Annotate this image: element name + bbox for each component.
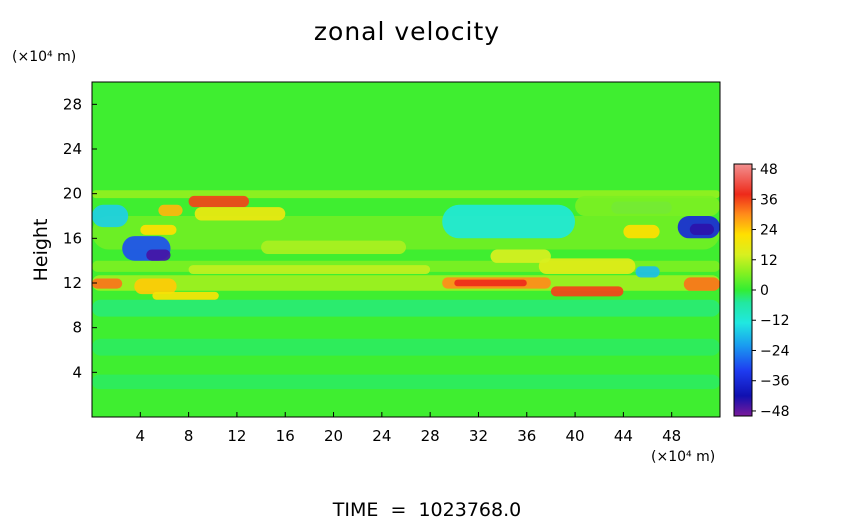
heatmap-cell [550,286,624,297]
colorbar-tick-label: 48 [760,162,778,178]
heatmap-cell [454,279,527,287]
y-tick-label: 4 [72,363,82,381]
heatmap-plot-area [91,81,721,418]
x-tick-label: 44 [614,427,633,445]
x-tick-label: 20 [324,427,343,445]
y-tick-label: 24 [63,140,82,158]
colorbar-tick-label: −12 [760,313,790,329]
x-tick-label: 4 [136,427,146,445]
y-axis-unit: (×10⁴ m) [12,49,76,65]
heatmap-cell [623,224,660,239]
heatmap-cell [188,265,431,274]
heatmap-cell [635,266,660,278]
heatmap-cell [92,190,720,199]
heatmap-cell [134,278,177,295]
heatmap-cell [92,278,123,289]
heatmap-cell [538,258,636,274]
x-tick-label: 28 [421,427,440,445]
x-tick-label: 40 [566,427,585,445]
colorbar-tick-label: −24 [760,343,790,359]
heatmap-cell [158,204,183,216]
colorbar-tick-label: 12 [760,253,778,269]
x-tick-label: 12 [227,427,246,445]
heatmap-cell [146,249,171,261]
y-axis-label: Height [30,219,52,282]
x-tick-label: 8 [184,427,194,445]
colorbar-scale [733,163,753,417]
y-tick-label: 20 [63,185,82,203]
time-footer: TIME = 1023768.0 [332,499,521,519]
chart-title: zonal velocity [314,17,500,46]
colorbar-tick-label: 24 [760,223,778,239]
x-tick-label: 48 [662,427,681,445]
colorbar-tick-label: 0 [760,283,769,299]
colorbar-ticks: 48 36 24 12 0 −12 −24 −36 −48 [752,162,790,420]
x-tick-label: 32 [469,427,488,445]
y-tick-label: 16 [63,229,82,247]
heatmap-cell [92,338,720,356]
colorbar-tick-label: 36 [760,192,778,208]
y-axis-ticks: 4 8 12 16 20 24 28 [63,95,97,381]
heatmap-cell [188,195,249,208]
y-tick-label: 8 [72,319,82,337]
heatmap-cell [92,374,720,390]
colorbar-tick-label: −36 [760,374,790,390]
heatmap-cell [575,195,720,216]
x-tick-label: 24 [372,427,391,445]
heatmap-cell [92,275,720,291]
colorbar: 48 36 24 12 0 −12 −24 −36 −48 [733,162,790,420]
heatmap-cell [140,224,177,235]
x-axis-ticks: 4 8 12 16 20 24 28 32 36 40 44 48 [136,412,681,445]
x-tick-label: 36 [517,427,536,445]
x-tick-label: 16 [276,427,295,445]
heatmap-features [92,190,720,390]
heatmap-cell [490,249,551,263]
y-tick-label: 12 [63,274,82,292]
plot-frame [91,81,721,418]
heatmap-cell [92,299,720,317]
heatmap-cell [683,277,720,291]
colorbar-tick-label: −48 [760,404,790,420]
heatmap-cell [442,204,575,239]
heatmap-cell [689,223,714,235]
x-axis-unit: (×10⁴ m) [651,449,715,465]
heatmap-cell [194,207,286,221]
heatmap-cell [261,240,406,254]
y-tick-label: 28 [63,95,82,113]
heatmap-cell [152,291,219,300]
heatmap-cell [92,204,129,228]
